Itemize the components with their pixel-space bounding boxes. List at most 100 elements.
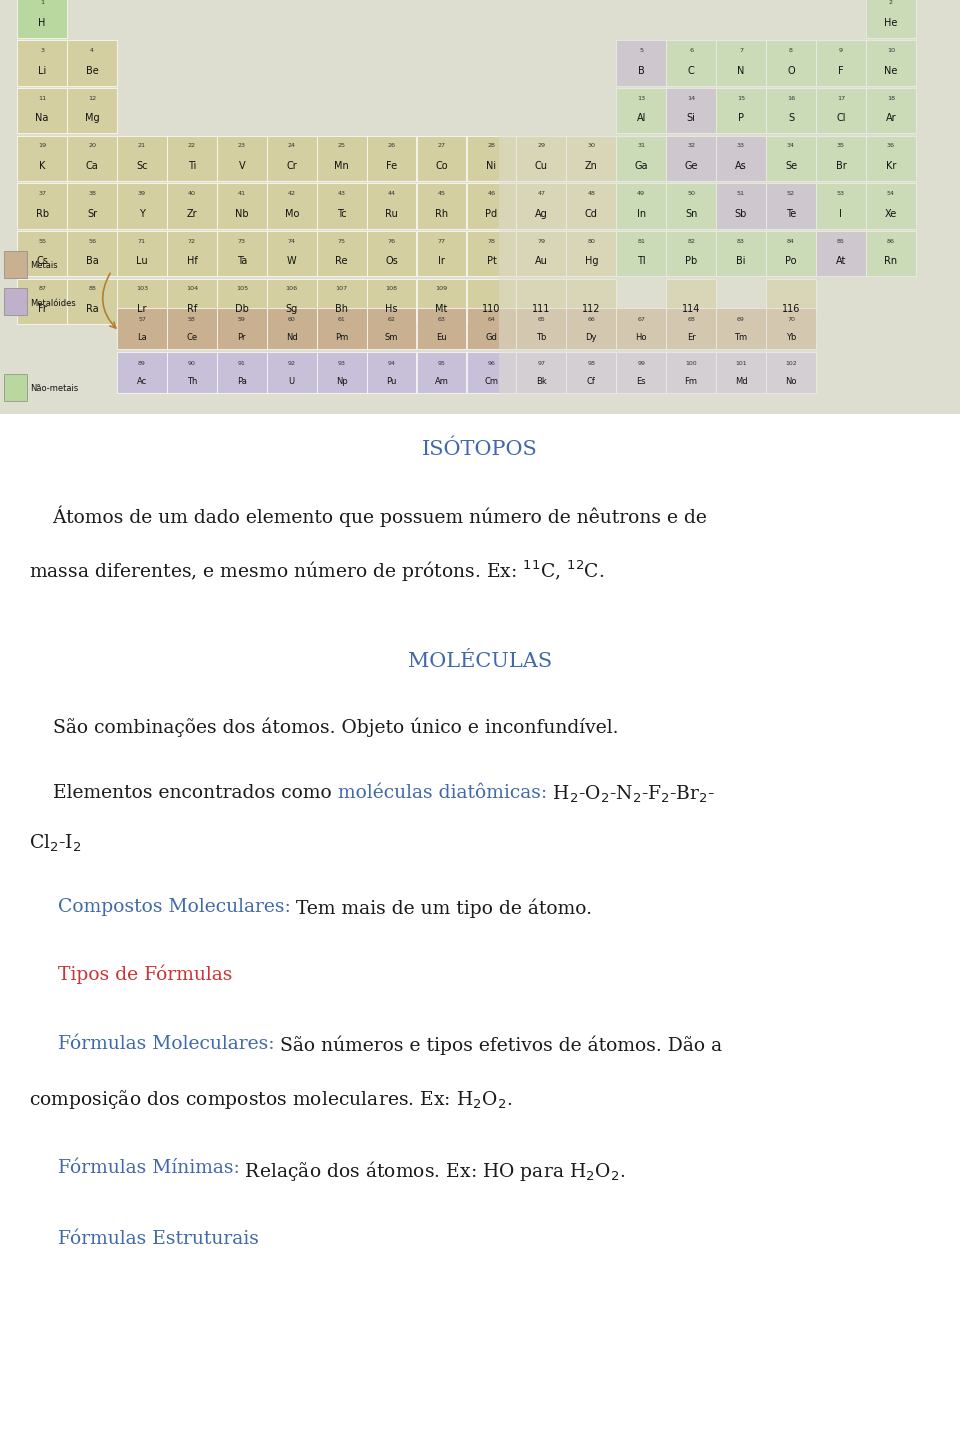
FancyBboxPatch shape (17, 183, 67, 229)
Text: Hs: Hs (385, 304, 397, 314)
FancyBboxPatch shape (816, 183, 866, 229)
Text: 110: 110 (482, 304, 500, 314)
Text: Cd: Cd (585, 209, 598, 219)
FancyBboxPatch shape (766, 231, 816, 276)
FancyBboxPatch shape (317, 279, 367, 324)
Text: Pr: Pr (237, 333, 246, 342)
Text: 111: 111 (532, 304, 550, 314)
Text: Re: Re (335, 256, 348, 266)
Text: Fm: Fm (684, 377, 698, 386)
Text: moléculas diatômicas:: moléculas diatômicas: (338, 783, 546, 802)
FancyBboxPatch shape (666, 352, 716, 393)
FancyBboxPatch shape (566, 352, 616, 393)
FancyBboxPatch shape (217, 231, 267, 276)
FancyBboxPatch shape (766, 279, 816, 324)
Text: 22: 22 (188, 143, 196, 149)
Text: 84: 84 (787, 239, 795, 244)
Text: Tb: Tb (537, 333, 546, 342)
Text: Co: Co (435, 161, 447, 171)
FancyBboxPatch shape (217, 352, 267, 393)
FancyBboxPatch shape (516, 352, 566, 393)
FancyBboxPatch shape (217, 136, 267, 181)
FancyBboxPatch shape (766, 136, 816, 181)
Text: Eu: Eu (436, 333, 446, 342)
Text: 116: 116 (781, 304, 800, 314)
Text: Sn: Sn (684, 209, 697, 219)
Text: 85: 85 (837, 239, 845, 244)
Text: 21: 21 (138, 143, 146, 149)
FancyBboxPatch shape (417, 352, 467, 393)
Text: 52: 52 (787, 191, 795, 196)
Text: 6: 6 (689, 49, 693, 53)
Text: Pa: Pa (237, 377, 247, 386)
Text: Bi: Bi (736, 256, 746, 266)
Text: He: He (884, 19, 898, 29)
Text: Rb: Rb (36, 209, 49, 219)
Text: 78: 78 (488, 239, 495, 244)
Text: 81: 81 (637, 239, 645, 244)
FancyBboxPatch shape (666, 183, 716, 229)
FancyBboxPatch shape (716, 136, 766, 181)
Text: 55: 55 (38, 239, 46, 244)
Text: 104: 104 (186, 286, 198, 292)
Text: 99: 99 (637, 362, 645, 366)
Text: Xe: Xe (885, 209, 897, 219)
FancyBboxPatch shape (367, 136, 417, 181)
Text: 107: 107 (336, 286, 348, 292)
Text: 47: 47 (538, 191, 545, 196)
Text: 24: 24 (288, 143, 296, 149)
Text: 9: 9 (839, 49, 843, 53)
FancyBboxPatch shape (267, 231, 317, 276)
Text: São combinações dos átomos. Objeto único e inconfundível.: São combinações dos átomos. Objeto único… (29, 717, 618, 737)
Text: 95: 95 (438, 362, 445, 366)
Text: 79: 79 (538, 239, 545, 244)
Text: 70: 70 (787, 317, 795, 322)
Text: 7: 7 (739, 49, 743, 53)
FancyBboxPatch shape (317, 309, 367, 349)
Text: 77: 77 (438, 239, 445, 244)
Text: Rh: Rh (435, 209, 448, 219)
FancyBboxPatch shape (467, 136, 516, 181)
Text: Pt: Pt (487, 256, 496, 266)
Text: As: As (735, 161, 747, 171)
Text: 69: 69 (737, 317, 745, 322)
FancyBboxPatch shape (766, 40, 816, 86)
FancyBboxPatch shape (616, 183, 666, 229)
Text: 91: 91 (238, 362, 246, 366)
Text: N: N (737, 66, 745, 76)
FancyBboxPatch shape (666, 136, 716, 181)
Text: At: At (836, 256, 846, 266)
Text: Nb: Nb (235, 209, 249, 219)
Text: Kr: Kr (886, 161, 896, 171)
Text: 45: 45 (438, 191, 445, 196)
Text: Gd: Gd (486, 333, 497, 342)
Text: Cl$_2$-I$_2$: Cl$_2$-I$_2$ (29, 833, 82, 853)
FancyBboxPatch shape (467, 231, 516, 276)
Text: Es: Es (636, 377, 646, 386)
Text: 103: 103 (136, 286, 148, 292)
FancyBboxPatch shape (616, 309, 666, 349)
Text: Bh: Bh (335, 304, 348, 314)
Text: 80: 80 (588, 239, 595, 244)
Text: Mg: Mg (84, 113, 100, 123)
Text: 68: 68 (687, 317, 695, 322)
Text: Fr: Fr (37, 304, 47, 314)
Text: Nd: Nd (286, 333, 298, 342)
FancyBboxPatch shape (117, 352, 167, 393)
FancyBboxPatch shape (666, 309, 716, 349)
Text: Na: Na (36, 113, 49, 123)
FancyBboxPatch shape (417, 136, 467, 181)
Text: F: F (838, 66, 844, 76)
Text: Se: Se (785, 161, 797, 171)
Text: P: P (738, 113, 744, 123)
Text: La: La (137, 333, 147, 342)
FancyBboxPatch shape (499, 0, 960, 414)
Text: Mo: Mo (284, 209, 299, 219)
Text: 38: 38 (88, 191, 96, 196)
Text: 1: 1 (40, 0, 44, 6)
Text: Si: Si (686, 113, 696, 123)
FancyBboxPatch shape (167, 231, 217, 276)
Text: 73: 73 (238, 239, 246, 244)
FancyBboxPatch shape (666, 89, 716, 133)
Text: 101: 101 (735, 362, 747, 366)
